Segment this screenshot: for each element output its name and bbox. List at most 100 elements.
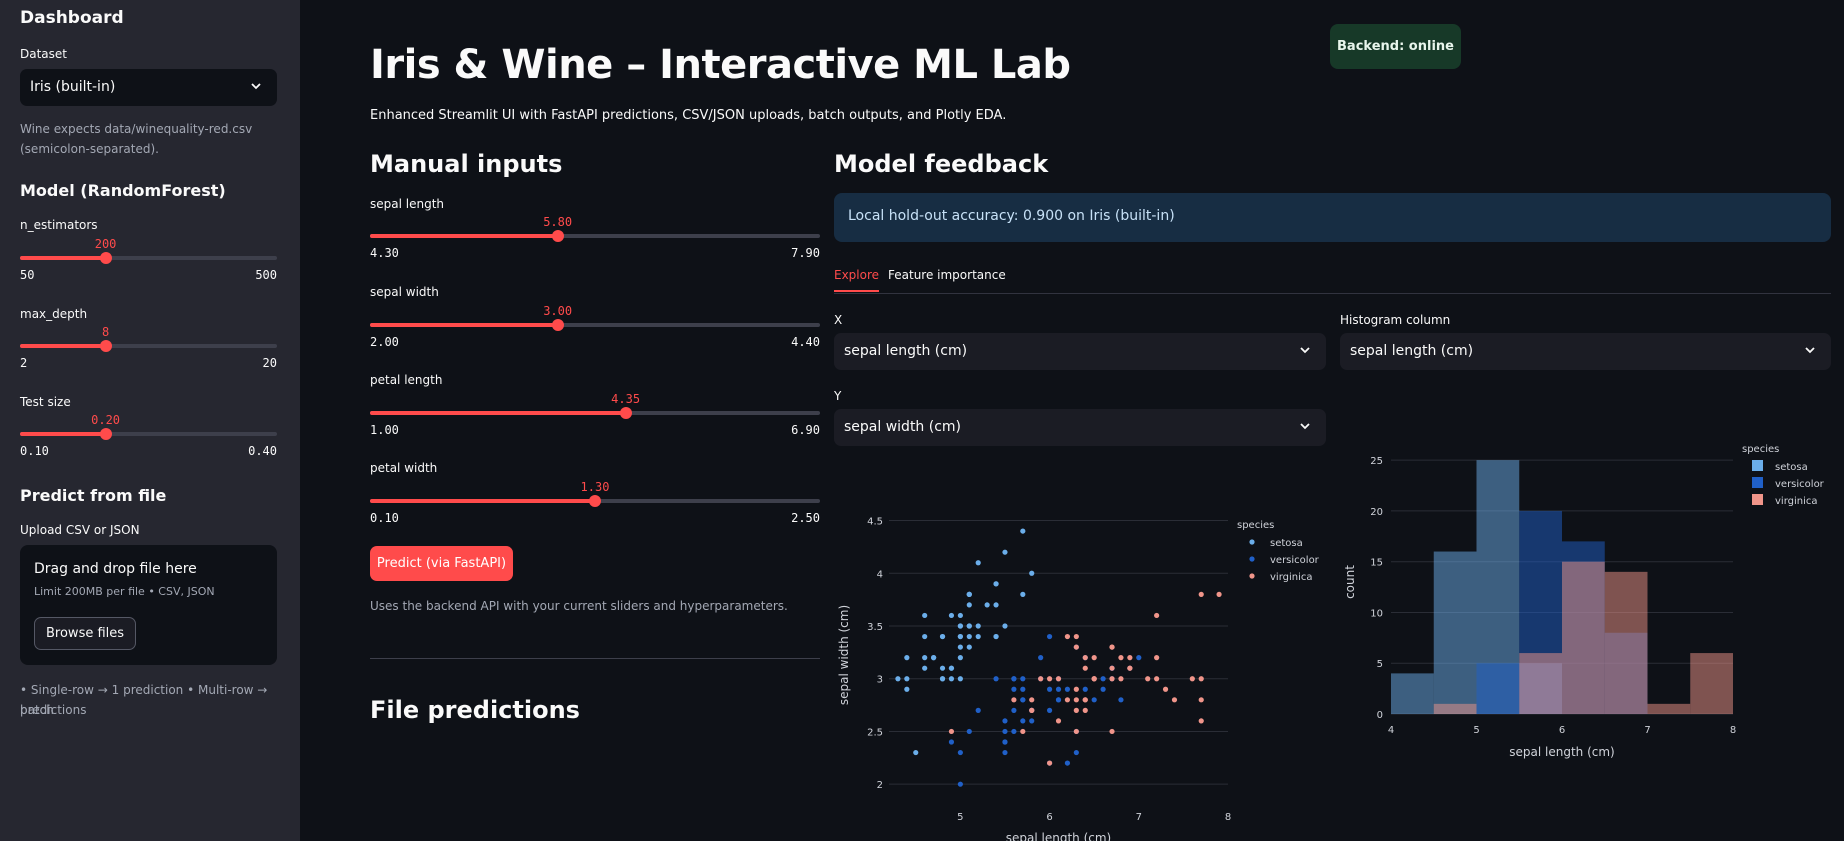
petal-length-slider[interactable]: 4.35 1.00 6.90 xyxy=(370,392,820,437)
y-tick-label: 4 xyxy=(877,569,883,580)
slider-min: 4.30 xyxy=(370,246,399,260)
data-point xyxy=(1046,633,1053,640)
data-point xyxy=(1002,623,1008,629)
slider-max: 4.40 xyxy=(791,335,820,349)
n-estimators-slider[interactable]: 200 50 500 xyxy=(20,237,277,282)
data-point xyxy=(1029,718,1035,724)
data-point xyxy=(1100,686,1106,692)
y-tick-label: 3 xyxy=(877,675,883,686)
data-point xyxy=(1046,686,1053,692)
slider-fill xyxy=(370,234,558,238)
data-point xyxy=(922,655,928,661)
data-point xyxy=(1064,686,1071,692)
slider-min: 1.00 xyxy=(370,423,399,437)
data-point xyxy=(957,655,963,661)
slider-min: 50 xyxy=(20,268,35,282)
slider-max: 6.90 xyxy=(791,423,820,437)
petal-width-slider[interactable]: 1.30 0.10 2.50 xyxy=(370,480,820,525)
sepal-length-slider[interactable]: 5.80 4.30 7.90 xyxy=(370,215,820,260)
data-point xyxy=(975,633,981,640)
data-point xyxy=(1073,707,1079,713)
histogram-select-value: sepal length (cm) xyxy=(1350,343,1474,359)
slider-value: 0.20 xyxy=(91,413,121,427)
page-title: Iris & Wine – Interactive ML Lab xyxy=(370,42,1071,88)
upload-caption-1: • Single-row → 1 prediction • Multi-row … xyxy=(20,683,268,717)
data-point xyxy=(1046,707,1053,713)
histogram-chart[interactable]: 0 5 10 15 20 25 4 5 6 7 8 sepal length (cm) count spe… xyxy=(1340,430,1840,770)
y-tick-label: 15 xyxy=(1370,558,1383,569)
max-depth-slider[interactable]: 8 2 20 xyxy=(20,325,277,370)
y-select-value: sepal width (cm) xyxy=(844,419,962,435)
data-point xyxy=(1011,697,1017,703)
data-point xyxy=(1082,697,1088,703)
histogram-bar xyxy=(1604,571,1648,714)
data-point xyxy=(1029,570,1035,576)
chevron-down-icon xyxy=(1300,347,1310,354)
slider-thumb[interactable] xyxy=(589,495,601,507)
slider-value: 4.35 xyxy=(611,392,641,406)
legend-entry: setosa xyxy=(1270,538,1303,549)
test-size-slider[interactable]: 0.20 0.10 0.40 xyxy=(20,413,277,458)
slider-thumb[interactable] xyxy=(551,319,564,331)
data-point xyxy=(1082,686,1088,692)
y-tick-label: 5 xyxy=(1377,659,1383,670)
y-select[interactable]: sepal width (cm) xyxy=(834,409,1326,446)
dataset-select[interactable]: Iris (built-in) xyxy=(20,69,277,106)
slider-max: 0.40 xyxy=(248,444,277,458)
slider-max: 20 xyxy=(262,356,277,370)
y-tick-label: 2.5 xyxy=(867,727,883,738)
data-point xyxy=(948,728,955,735)
predict-button[interactable]: Predict (via FastAPI) xyxy=(370,546,513,581)
data-point xyxy=(922,665,928,671)
data-point xyxy=(1002,728,1008,735)
browse-files-button[interactable]: Browse files xyxy=(34,617,137,650)
slider-fill xyxy=(20,256,106,260)
legend-title: species xyxy=(1742,444,1779,455)
data-point xyxy=(1073,728,1079,735)
data-point xyxy=(957,676,963,682)
data-point xyxy=(1011,707,1017,713)
histogram-select[interactable]: sepal length (cm) xyxy=(1340,333,1831,370)
sepal-width-slider[interactable]: 3.00 2.00 4.40 xyxy=(370,304,820,349)
x-select[interactable]: sepal length (cm) xyxy=(834,333,1326,370)
data-point xyxy=(1011,676,1017,682)
n-estimators-label: n_estimators xyxy=(20,218,98,232)
legend-entry: virginica xyxy=(1775,496,1818,507)
legend-marker xyxy=(1752,494,1763,505)
sepal-length-label: sepal length xyxy=(370,197,445,211)
data-point xyxy=(1038,676,1044,682)
data-point xyxy=(1046,676,1053,682)
scatter-chart[interactable]: 2 2.5 3 3.5 4 4.5 5 6 7 8 sepal length (cm) sepal w… xyxy=(834,500,1334,841)
x-tick-label: 5 xyxy=(957,812,963,823)
data-point xyxy=(1109,644,1115,650)
data-point xyxy=(904,676,910,682)
data-point xyxy=(993,676,999,682)
data-point xyxy=(939,676,946,682)
slider-fill xyxy=(370,499,595,503)
histogram-bar xyxy=(1433,703,1477,714)
tab-explore[interactable]: Explore xyxy=(834,268,880,292)
data-point xyxy=(1064,633,1071,640)
data-point xyxy=(1038,655,1044,661)
y-tick-label: 2 xyxy=(877,780,883,791)
slider-thumb[interactable] xyxy=(99,252,112,264)
data-point xyxy=(948,665,955,671)
backend-status-badge: Backend: online xyxy=(1330,24,1461,69)
data-point xyxy=(1073,749,1079,756)
slider-thumb[interactable] xyxy=(99,428,112,440)
data-point xyxy=(948,739,955,745)
slider-min: 0.10 xyxy=(20,444,49,458)
slider-thumb[interactable] xyxy=(551,230,564,242)
slider-thumb[interactable] xyxy=(99,340,112,352)
data-point xyxy=(1020,697,1026,703)
chevron-down-icon xyxy=(1300,423,1310,430)
data-point xyxy=(1073,633,1079,640)
tab-feature-importance[interactable]: Feature importance xyxy=(888,268,1006,282)
x-tick-label: 4 xyxy=(1388,725,1394,736)
y-tick-label: 10 xyxy=(1370,608,1383,619)
slider-thumb[interactable] xyxy=(619,407,632,419)
data-point xyxy=(895,676,901,682)
data-point xyxy=(975,560,981,566)
data-point xyxy=(957,633,963,640)
